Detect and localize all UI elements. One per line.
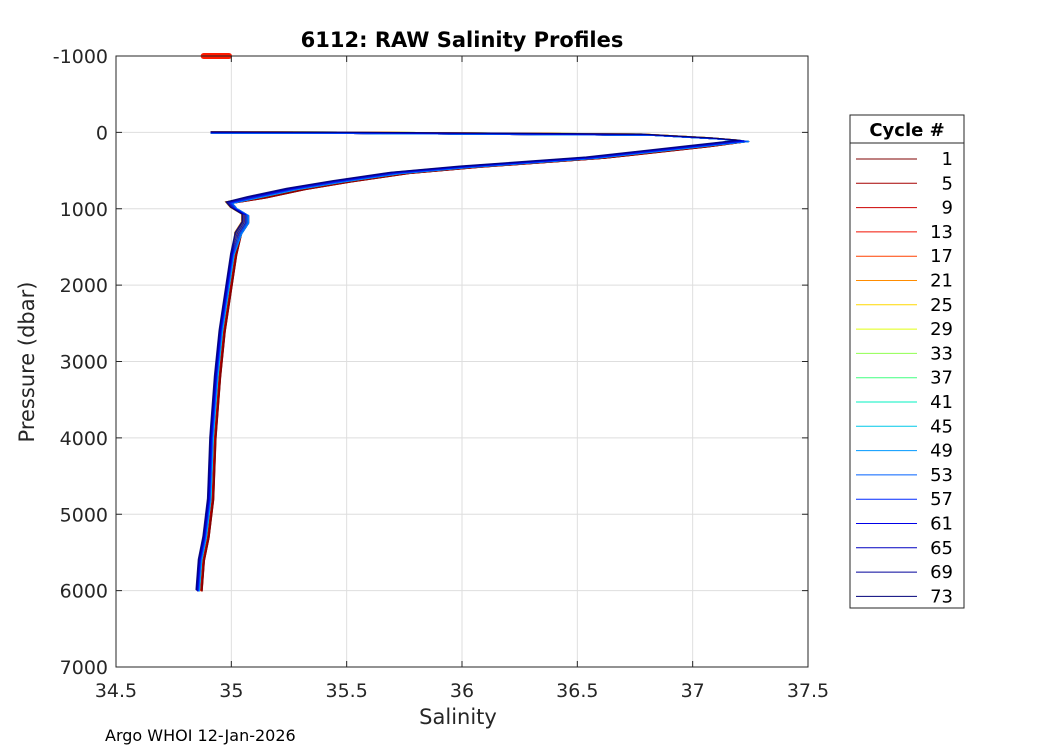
legend-label-13: 13 (930, 222, 953, 243)
y-tick-label: 0 (96, 122, 108, 144)
x-tick-label: 36.5 (556, 680, 598, 702)
legend-label-61: 61 (930, 514, 953, 535)
y-tick-label: 7000 (60, 657, 108, 679)
chart-title: 6112: RAW Salinity Profiles (301, 28, 624, 52)
legend-label-25: 25 (930, 295, 953, 316)
legend-label-37: 37 (930, 368, 953, 389)
legend-label-9: 9 (942, 198, 953, 219)
y-axis-title: Pressure (dbar) (15, 282, 39, 443)
profile-line-cycle-73 (195, 131, 739, 590)
y-tick-label: -1000 (53, 46, 108, 68)
legend-label-1: 1 (942, 149, 953, 170)
y-tick-label: 4000 (60, 428, 108, 450)
legend-label-69: 69 (930, 562, 953, 583)
profile-line-cycle-57 (197, 132, 747, 592)
legend-box (849, 114, 965, 609)
y-tick-label: 3000 (60, 352, 108, 374)
legend-label-49: 49 (930, 441, 953, 462)
legend-label-45: 45 (930, 416, 953, 437)
x-tick-label: 36 (450, 680, 474, 702)
legend-label-73: 73 (930, 586, 953, 607)
x-axis: 34.5 35 35.5 36 36.5 37 37.5 (95, 56, 829, 702)
x-tick-label: 35 (219, 680, 243, 702)
y-axis: -1000 0 1000 2000 3000 4000 5000 6000 7000 (53, 46, 808, 679)
legend-label-41: 41 (930, 392, 953, 413)
legend: Cycle # 1 5 9 13 17 21 25 29 33 37 41 45 49 53 57 61 65 6… (849, 114, 965, 609)
legend-label-57: 57 (930, 489, 953, 510)
legend-label-33: 33 (930, 343, 953, 364)
x-tick-label: 34.5 (95, 680, 137, 702)
x-axis-title: Salinity (419, 705, 497, 729)
y-tick-label: 5000 (60, 504, 108, 526)
y-tick-label: 2000 (60, 275, 108, 297)
legend-label-29: 29 (930, 319, 953, 340)
y-tick-label: 1000 (60, 199, 108, 221)
legend-label-5: 5 (942, 173, 953, 194)
legend-label-17: 17 (930, 246, 953, 267)
x-tick-label: 35.5 (326, 680, 368, 702)
legend-entries: 1 5 9 13 17 21 25 29 33 37 41 45 49 53 57 61 65 69 73 (856, 149, 953, 607)
profile-line-cycle-61 (197, 132, 745, 591)
footer-credit: Argo WHOI 12-Jan-2026 (105, 726, 296, 745)
profile-lines (195, 131, 750, 592)
legend-label-21: 21 (930, 271, 953, 292)
x-tick-label: 37 (681, 680, 705, 702)
y-tick-label: 6000 (60, 581, 108, 603)
legend-title: Cycle # (869, 120, 944, 141)
legend-label-65: 65 (930, 538, 953, 559)
legend-label-53: 53 (930, 465, 953, 486)
x-tick-label: 37.5 (787, 680, 829, 702)
